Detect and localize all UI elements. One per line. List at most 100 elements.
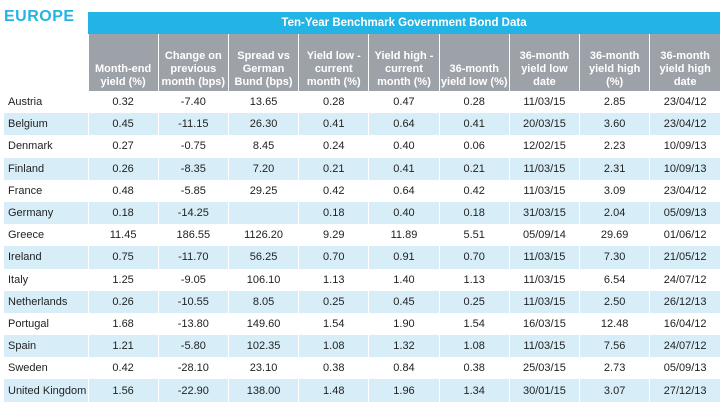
column-header: Month-end yield (%) xyxy=(87,34,159,91)
country-name: Portugal xyxy=(8,317,49,330)
table-cell: 0.24 xyxy=(298,135,369,158)
table-cell: 0.25 xyxy=(438,290,510,313)
table-cell: 5.51 xyxy=(438,224,510,247)
table-cell: 0.64 xyxy=(368,113,440,136)
table-cell: 2.85 xyxy=(579,91,650,114)
table-cell: 1.48 xyxy=(298,379,369,402)
table-row: Belgium 0.45 -11.15 26.30 0.41 0.64 0.41 20/03/… xyxy=(4,113,720,136)
table-cell: 1.90 xyxy=(368,312,440,336)
table-cell: 9.29 xyxy=(298,224,369,247)
column-header: Spread vs German Bund (bps) xyxy=(227,34,299,91)
table-cell: 186.55 xyxy=(157,224,229,247)
table-cell: 10/09/13 xyxy=(649,157,720,180)
table-cell: 3.09 xyxy=(579,179,650,202)
table-cell: 2.31 xyxy=(579,157,650,180)
table-cell: 11/03/15 xyxy=(508,157,580,180)
table-cell: 0.06 xyxy=(438,135,510,158)
table-cell: 1.13 xyxy=(298,268,369,291)
country-name: Spain xyxy=(4,335,88,358)
table-cell: 106.10 xyxy=(227,268,299,291)
table-cell: 1.96 xyxy=(368,379,440,402)
table-cell: 102.35 xyxy=(227,335,299,358)
table-cell: -0.75 xyxy=(157,135,229,158)
table-cell: 0.28 xyxy=(298,91,369,114)
table-cell: 0.26 xyxy=(87,157,159,180)
table-cell: -10.55 xyxy=(157,290,229,313)
table-cell: 11/03/15 xyxy=(508,179,580,202)
table-cell: 21/05/12 xyxy=(649,246,720,269)
table-cell: 0.28 xyxy=(438,91,510,114)
table-cell: 30/01/15 xyxy=(508,379,580,402)
column-header: 36-month yield low (%) xyxy=(438,34,510,91)
country-name: France xyxy=(8,184,43,197)
table-body: Austria 0.32 -7.40 13.65 0.28 0.47 0.28 11/03/1… xyxy=(4,91,720,402)
table-cell: 0.41 xyxy=(368,157,440,180)
table-row: Italy 1.25 -9.05 106.10 1.13 1.40 1.13 11/03/15… xyxy=(4,268,720,291)
table-cell: 1.40 xyxy=(368,268,440,291)
table-cell: 2.50 xyxy=(579,290,650,313)
table-cell: 11/03/15 xyxy=(508,290,580,313)
country-name: Italy xyxy=(8,273,29,286)
table-cell: 0.75 xyxy=(87,246,159,269)
table-cell: 2.73 xyxy=(579,357,650,380)
table-cell: 0.42 xyxy=(87,357,159,380)
table-row: Greece 11.45 186.55 1126.20 9.29 11.89 5.51 05/… xyxy=(4,224,720,247)
table-cell: 1.08 xyxy=(438,335,510,358)
table-cell xyxy=(227,201,299,225)
table-cell: 11/03/15 xyxy=(508,268,580,291)
table-cell: 0.42 xyxy=(438,179,510,202)
table-cell: 0.21 xyxy=(438,157,510,180)
table-cell: 0.38 xyxy=(438,357,510,380)
table-cell: 0.70 xyxy=(298,246,369,269)
table-row: Netherlands 0.26 -10.55 8.05 0.25 0.45 0.25 11/… xyxy=(4,290,720,313)
table-cell: 23.10 xyxy=(227,357,299,380)
table-cell: 12.48 xyxy=(579,312,650,336)
country-name: Austria xyxy=(8,96,43,109)
table-cell: 1.68 xyxy=(87,312,159,336)
table-cell: 05/09/13 xyxy=(649,357,720,380)
table-cell: 1.21 xyxy=(87,335,159,358)
table-cell: -9.05 xyxy=(157,268,229,291)
table-cell: 31/03/15 xyxy=(508,201,580,225)
table-cell: 0.45 xyxy=(87,113,159,136)
table-cell: 3.60 xyxy=(579,113,650,136)
country-header-spacer xyxy=(4,34,88,91)
table-cell: 23/04/12 xyxy=(649,179,720,202)
table-cell: 0.91 xyxy=(368,246,440,269)
table-cell: 0.25 xyxy=(298,290,369,313)
table-row: Ireland 0.75 -11.70 56.25 0.70 0.91 0.70 11/03/… xyxy=(4,246,720,269)
table-cell: 1.34 xyxy=(438,379,510,402)
table-cell: 7.30 xyxy=(579,246,650,269)
table-cell: 16/04/12 xyxy=(649,312,720,336)
table-cell: 1126.20 xyxy=(227,224,299,247)
table-row: France 0.48 -5.85 29.25 0.42 0.64 0.42 11/03/15… xyxy=(4,179,720,202)
table-title-row: Ten-Year Benchmark Government Bond Data xyxy=(4,12,720,34)
table-cell: 05/09/14 xyxy=(508,224,580,247)
table-cell: 0.40 xyxy=(368,201,440,225)
table-cell: 16/03/15 xyxy=(508,312,580,336)
table-cell: 0.47 xyxy=(368,91,440,114)
table-cell: 0.84 xyxy=(368,357,440,380)
table-cell: 7.56 xyxy=(579,335,650,358)
table-row: Germany 0.18 -14.25 0.18 0.40 0.18 31/03/15 2.0… xyxy=(4,201,720,225)
region-label: EUROPE xyxy=(4,8,75,25)
table-cell: 11.45 xyxy=(87,224,159,247)
table-cell: 29.69 xyxy=(579,224,650,247)
table-cell: 24/07/12 xyxy=(649,335,720,358)
country-name: Denmark xyxy=(8,140,53,153)
table-cell: 29.25 xyxy=(227,179,299,202)
country-name: Belgium xyxy=(4,113,88,136)
table-cell: 01/06/12 xyxy=(649,224,720,247)
table-cell: 2.04 xyxy=(579,201,650,225)
table-cell: 23/04/12 xyxy=(649,113,720,136)
table-cell: 0.64 xyxy=(368,179,440,202)
table-cell: 26.30 xyxy=(227,113,299,136)
title-spacer xyxy=(4,12,88,34)
table-row: Sweden 0.42 -28.10 23.10 0.38 0.84 0.38 25/03/1… xyxy=(4,357,720,380)
table-cell: 27/12/13 xyxy=(649,379,720,402)
table-cell: 0.38 xyxy=(298,357,369,380)
table-cell: 1.54 xyxy=(298,312,369,336)
country-name: United Kingdom xyxy=(4,379,88,402)
column-header-row: Month-end yield (%) Change on previous mo… xyxy=(4,34,720,91)
column-header: 36-month yield high (%) xyxy=(579,34,650,91)
